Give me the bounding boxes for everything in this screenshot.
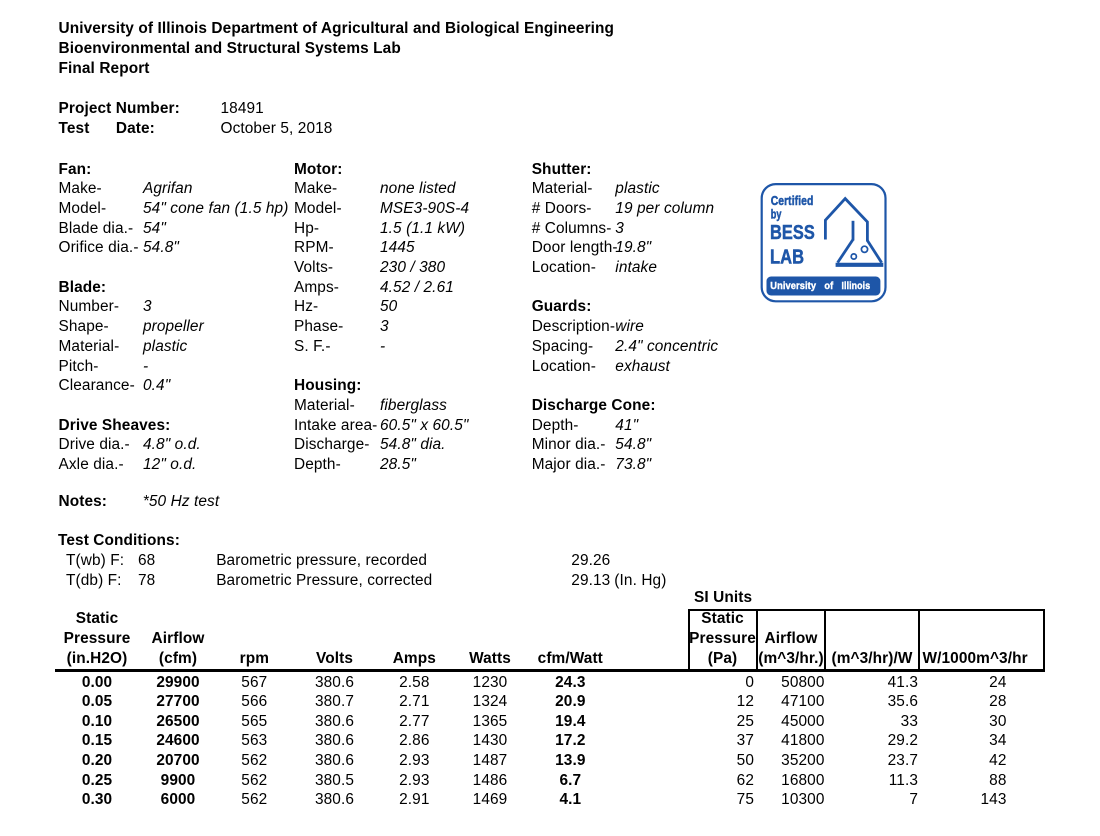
svg-text:LAB: LAB xyxy=(770,247,804,269)
svg-text:University: University xyxy=(770,281,816,292)
svg-text:BESS: BESS xyxy=(770,222,815,244)
svg-text:Certified: Certified xyxy=(771,194,814,208)
svg-text:of: of xyxy=(824,281,833,292)
svg-text:Illinois: Illinois xyxy=(842,281,871,292)
svg-text:by: by xyxy=(771,208,782,222)
